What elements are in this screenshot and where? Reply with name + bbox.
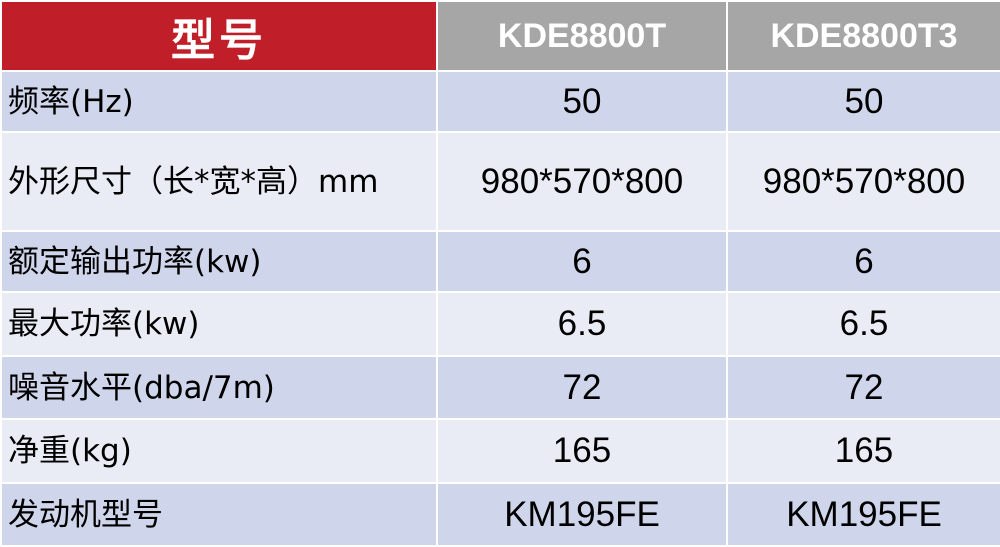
- cell-value: 6.5: [726, 291, 1000, 357]
- header-row: 型号 KDE8800T KDE8800T3: [0, 0, 1000, 72]
- cell-value: 50: [726, 70, 1000, 133]
- cell-value: 980*570*800: [436, 131, 728, 232]
- cell-value: 165: [436, 418, 728, 484]
- model-title: 型号: [0, 0, 438, 72]
- table-row: 额定输出功率(kw) 6 6: [0, 230, 1000, 293]
- row-label: 最大功率(kw): [0, 291, 438, 357]
- row-label: 净重(kg): [0, 418, 438, 484]
- model-header: KDE8800T: [436, 0, 728, 72]
- table-row: 频率(Hz) 50 50: [0, 70, 1000, 133]
- cell-value: 6: [436, 230, 728, 293]
- table-row: 噪音水平(dba/7m) 72 72: [0, 355, 1000, 420]
- row-label: 频率(Hz): [0, 70, 438, 133]
- cell-value: 6: [726, 230, 1000, 293]
- row-label: 发动机型号: [0, 482, 438, 547]
- cell-value: KM195FE: [436, 482, 728, 547]
- cell-value: 980*570*800: [726, 131, 1000, 232]
- cell-value: 165: [726, 418, 1000, 484]
- table-row: 最大功率(kw) 6.5 6.5: [0, 291, 1000, 357]
- cell-value: 72: [726, 355, 1000, 420]
- cell-value: 6.5: [436, 291, 728, 357]
- row-label: 噪音水平(dba/7m): [0, 355, 438, 420]
- table-row: 外形尺寸（长*宽*高）mm 980*570*800 980*570*800: [0, 131, 1000, 232]
- cell-value: 72: [436, 355, 728, 420]
- row-label: 外形尺寸（长*宽*高）mm: [0, 131, 438, 232]
- table-row: 净重(kg) 165 165: [0, 418, 1000, 484]
- row-label: 额定输出功率(kw): [0, 230, 438, 293]
- cell-value: 50: [436, 70, 728, 133]
- table-row: 发动机型号 KM195FE KM195FE: [0, 482, 1000, 547]
- cell-value: KM195FE: [726, 482, 1000, 547]
- model-header: KDE8800T3: [726, 0, 1000, 72]
